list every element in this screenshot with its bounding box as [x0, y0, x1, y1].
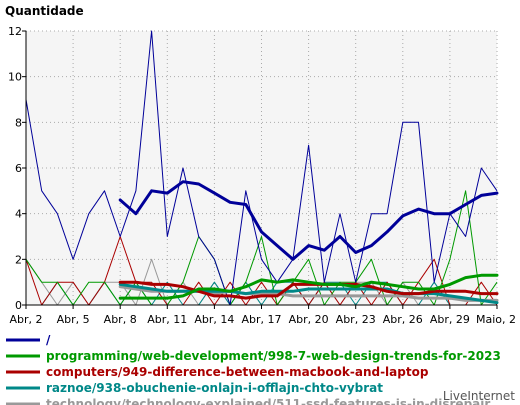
x-tick-label: Maio, 2 [476, 313, 516, 326]
y-axis-title: Quantidade [5, 4, 84, 18]
legend-label-4: technology/technology-explained/511-ssd-… [46, 397, 490, 405]
series-smoothed-line-3 [118, 282, 499, 305]
y-tick-label: 12 [8, 25, 22, 38]
y-tick-label: 2 [15, 253, 22, 266]
x-tick-label: Abr, 29 [430, 313, 470, 326]
y-tick-label: 4 [15, 208, 22, 221]
series-raw-line-1 [25, 190, 498, 306]
x-tick-label: Abr, 8 [104, 313, 137, 326]
x-tick-label: Abr, 17 [241, 313, 281, 326]
legend: / programming/web-development/998-7-web-d… [6, 333, 501, 405]
legend-label-2: computers/949-difference-between-macbook… [46, 365, 429, 379]
legend-label-0: / [46, 333, 51, 347]
x-tick-label: Abr, 2 [9, 313, 42, 326]
x-tick-label: Abr, 26 [383, 313, 423, 326]
legend-label-1: programming/web-development/998-7-web-de… [46, 349, 501, 363]
y-tick-label: 10 [8, 71, 22, 84]
y-tick-labels: 0 2 4 6 8 10 12 [8, 25, 22, 312]
x-tick-label: Abr, 11 [147, 313, 187, 326]
y-tick-label: 0 [15, 299, 22, 312]
y-tick-label: 8 [15, 116, 22, 129]
watermark: LiveInternet [443, 389, 515, 403]
x-tick-label: Abr, 20 [289, 313, 329, 326]
series-smoothed-line-1 [118, 273, 499, 300]
y-tick-label: 6 [15, 162, 22, 175]
series-smoothed-line-2 [118, 280, 499, 300]
series-smoothed-line-0 [118, 180, 499, 261]
x-tick-labels: Abr, 2 Abr, 5 Abr, 8 Abr, 11 Abr, 14 Abr, 17 A… [9, 313, 516, 326]
series-raw-line-0 [25, 30, 498, 306]
x-tick-label: Abr, 5 [57, 313, 90, 326]
axes [22, 30, 498, 309]
legend-label-3: raznoe/938-obuchenie-onlajn-i-offlajn-ch… [46, 381, 383, 395]
x-tick-label: Abr, 14 [194, 313, 234, 326]
x-tick-label: Abr, 23 [336, 313, 376, 326]
